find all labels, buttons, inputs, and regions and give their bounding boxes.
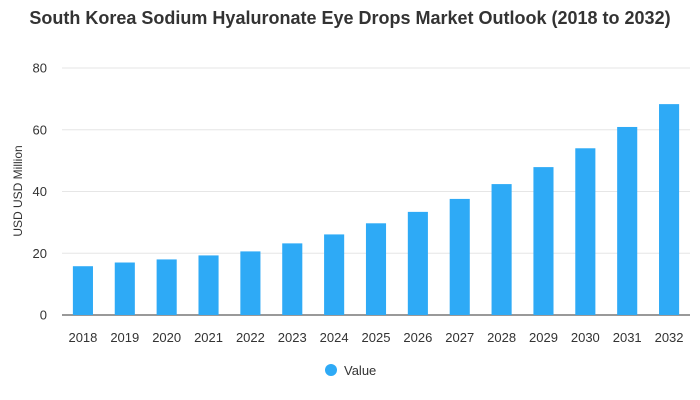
bars — [72, 104, 680, 315]
bar-2027[interactable] — [449, 198, 470, 315]
x-tick-label: 2025 — [362, 330, 391, 345]
legend[interactable]: Value — [325, 363, 376, 378]
bar-2031[interactable] — [617, 126, 638, 315]
bar-2021[interactable] — [198, 255, 219, 315]
x-tick-label: 2023 — [278, 330, 307, 345]
bar-2020[interactable] — [156, 259, 177, 315]
bar-2023[interactable] — [282, 243, 303, 315]
legend-label: Value — [344, 363, 376, 378]
x-tick-label: 2019 — [110, 330, 139, 345]
x-tick-label: 2031 — [613, 330, 642, 345]
bar-2030[interactable] — [575, 148, 596, 315]
chart-title: South Korea Sodium Hyaluronate Eye Drops… — [29, 8, 671, 28]
y-tick-label: 80 — [33, 61, 47, 76]
x-tick-label: 2021 — [194, 330, 223, 345]
x-tick-label: 2028 — [487, 330, 516, 345]
y-tick-label: 40 — [33, 184, 47, 199]
y-tick-label: 20 — [33, 246, 47, 261]
legend-marker-icon — [325, 364, 337, 376]
bar-2022[interactable] — [240, 251, 261, 315]
y-tick-label: 0 — [40, 308, 47, 323]
bar-2029[interactable] — [533, 167, 554, 315]
x-tick-label: 2018 — [68, 330, 97, 345]
bar-2024[interactable] — [324, 234, 345, 315]
x-axis-tick-labels: 2018 2019 2020 2021 2022 2023 2024 2025 2026 2027… — [68, 330, 683, 345]
x-tick-label: 2020 — [152, 330, 181, 345]
x-tick-label: 2026 — [403, 330, 432, 345]
x-tick-label: 2024 — [320, 330, 349, 345]
x-tick-label: 2027 — [445, 330, 474, 345]
bar-2018[interactable] — [72, 266, 93, 315]
bar-2032[interactable] — [659, 104, 680, 315]
y-axis-title: USD USD Million — [11, 145, 25, 236]
x-tick-label: 2032 — [655, 330, 684, 345]
x-tick-label: 2030 — [571, 330, 600, 345]
bar-2025[interactable] — [365, 223, 387, 315]
bar-2026[interactable] — [407, 211, 428, 315]
x-tick-label: 2022 — [236, 330, 265, 345]
x-tick-label: 2029 — [529, 330, 558, 345]
bar-2028[interactable] — [491, 184, 512, 315]
bar-2019[interactable] — [114, 262, 135, 315]
y-axis-tick-labels: 0 20 40 60 80 — [33, 61, 47, 323]
y-tick-label: 60 — [33, 122, 47, 137]
